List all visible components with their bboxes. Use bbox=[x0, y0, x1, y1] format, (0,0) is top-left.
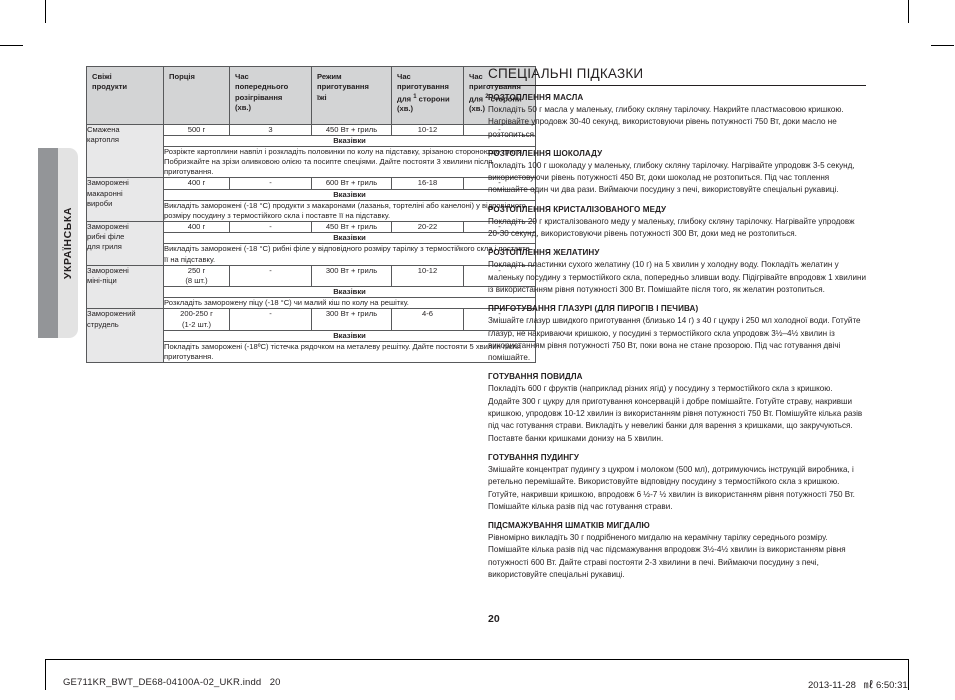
table-head: Свіжі продукти Порція Час попереднього розі… bbox=[86, 66, 536, 125]
footer-filename: GE711KR_BWT_DE68-04100A-02_UKR.indd 20 bbox=[63, 677, 281, 688]
footer-timestamp: 2013-11-28 ㎖ 6:50:31 bbox=[808, 680, 908, 691]
tip-heading: ГОТУВАННЯ ПОВИДЛА bbox=[488, 372, 583, 382]
cooking-guide-table-wrapper: Свіжі продукти Порція Час попереднього розі… bbox=[86, 66, 536, 364]
cell-hint-label: Вказівки bbox=[163, 329, 536, 342]
tip-heading: ПІДСМАЖУВАННЯ ШМАТКІВ МИГДАЛЮ bbox=[488, 521, 650, 531]
table-row: Смажена картопля 500 г 3 450 Вт + гриль 10-12… bbox=[86, 123, 536, 179]
crop-mark-top-right-horizontal bbox=[931, 45, 954, 46]
tip-body: Покладіть 20 г кристалізованого меду у м… bbox=[488, 216, 855, 239]
cell-side2-time: - bbox=[463, 308, 536, 331]
tip-heading: РОЗТОПЛЕННЯ ШОКОЛАДУ bbox=[488, 148, 603, 158]
cell-portion: 250 г (8 шт.) bbox=[163, 264, 230, 288]
table-row: Заморожені макаронні вироби 400 г -600 Вт + … bbox=[86, 177, 536, 223]
crop-mark-top-left-vertical bbox=[45, 0, 46, 23]
cell-hint-text: Покладіть заморожені (-18ºC) тістечка ря… bbox=[163, 340, 536, 364]
crop-mark-top-right-vertical bbox=[908, 0, 909, 23]
cell-preheat-time: - bbox=[229, 308, 312, 331]
cell-food-name: Заморожений струдель bbox=[86, 308, 164, 364]
tip-body: Покладіть 600 г фруктів (наприклад різни… bbox=[488, 384, 863, 443]
column-header-side2-time: Час приготування для 2 сторони (хв.) bbox=[463, 66, 536, 125]
language-tab: УКРАЇНСЬКА bbox=[38, 148, 78, 338]
column-header-cooking-mode: Режим приготування їжі bbox=[311, 66, 392, 125]
table-body: Смажена картопля 500 г 3 450 Вт + гриль 10-12… bbox=[86, 123, 536, 364]
language-tab-accent-bar bbox=[38, 148, 58, 338]
column-header-portion: Порція bbox=[163, 66, 230, 125]
tip-body: Покладіть пластинки сухого желатину (10 … bbox=[488, 260, 867, 294]
tip-body: Покладіть 100 г шоколаду у маленьку, гли… bbox=[488, 160, 855, 195]
special-tips-section: СПЕЦІАЛЬНІ ПІДКАЗКИ РОЗТОПЛЕННЯ МАСЛА Пок… bbox=[488, 66, 866, 581]
cell-portion: 400 г bbox=[163, 177, 230, 190]
table-hint-row: Покладіть заморожені (-18ºC) тістечка ря… bbox=[87, 340, 536, 364]
cell-hint-text: Розкладіть заморожену піцу (-18 °C) чи м… bbox=[163, 297, 536, 310]
special-tips-title: СПЕЦІАЛЬНІ ПІДКАЗКИ bbox=[488, 66, 866, 86]
column-header-preheat-time: Час попереднього розігрівання (хв.) bbox=[229, 66, 312, 125]
cooking-guide-table: Свіжі продукти Порція Час попереднього розі… bbox=[86, 66, 536, 364]
cell-cooking-mode: 300 Вт + гриль bbox=[311, 308, 392, 331]
page-number: 20 bbox=[488, 613, 500, 625]
tip-heading: РОЗТОПЛЕННЯ КРИСТАЛІЗОВАНОГО МЕДУ bbox=[488, 204, 667, 214]
cell-cooking-mode: 600 Вт + гриль bbox=[311, 177, 392, 190]
cell-side2-time: - bbox=[463, 177, 536, 190]
table-hint-label-row: Вказівки bbox=[87, 134, 536, 147]
table-hint-row: Розріжте картоплини навпіл і розкладіть … bbox=[87, 145, 536, 179]
tip-body: Покладіть 50 г масла у маленьку, глибоку… bbox=[488, 105, 844, 139]
cell-side2-time: - bbox=[463, 221, 536, 234]
cell-hint-text: Викладіть заморожені (-18 °C) продукти з… bbox=[163, 199, 536, 223]
cell-preheat-time: 3 bbox=[229, 123, 312, 136]
tip-heading: ГОТУВАННЯ ПУДИНГУ bbox=[488, 452, 579, 462]
cell-side1-time: 4-6 bbox=[391, 308, 464, 331]
cell-food-name: Смажена картопля bbox=[86, 123, 164, 179]
table-hint-row: Викладіть заморожені (-18 °C) продукти з… bbox=[87, 199, 536, 223]
column-header-food: Свіжі продукти bbox=[86, 66, 164, 125]
table-hint-label-row: Вказівки bbox=[87, 286, 536, 299]
cell-portion: 500 г bbox=[163, 123, 230, 136]
cell-hint-label: Вказівки bbox=[163, 188, 536, 201]
table-hint-label-row: Вказівки bbox=[87, 329, 536, 342]
table-row: Заморожений струдель 200-250 г (1-2 шт.) -30… bbox=[86, 308, 536, 364]
table-hint-label-row: Вказівки bbox=[87, 188, 536, 201]
tip-body: Змішайте концентрат пудингу з цукром і м… bbox=[488, 464, 855, 511]
cell-hint-text: Розріжте картоплини навпіл і розкладіть … bbox=[163, 145, 536, 179]
crop-mark-top-left-horizontal bbox=[0, 45, 23, 46]
cell-side2-time: - bbox=[463, 123, 536, 136]
tip-heading: ПРИГОТУВАННЯ ГЛАЗУРІ (ДЛЯ ПИРОГІВ І ПЕЧИ… bbox=[488, 304, 699, 314]
cell-hint-label: Вказівки bbox=[163, 232, 536, 245]
table-hint-row: Розкладіть заморожену піцу (-18 °C) чи м… bbox=[87, 297, 536, 310]
footer-right-tick bbox=[908, 660, 909, 690]
language-tab-background bbox=[58, 148, 78, 338]
cell-side1-time: 10-12 bbox=[391, 123, 464, 136]
cell-food-name: Заморожені макаронні вироби bbox=[86, 177, 164, 223]
cell-side1-time: 20-22 bbox=[391, 221, 464, 234]
cell-food-name: Заморожені рибні філе для гриля bbox=[86, 221, 164, 266]
cell-cooking-mode: 450 Вт + гриль bbox=[311, 123, 392, 136]
tip-body: Змішайте глазур швидкого приготування (б… bbox=[488, 316, 861, 363]
special-tips-list: РОЗТОПЛЕННЯ МАСЛА Покладіть 50 г масла у … bbox=[488, 93, 866, 581]
cell-side1-time: 16-18 bbox=[391, 177, 464, 190]
cell-food-name: Заморожені міні-піци bbox=[86, 264, 164, 310]
cell-preheat-time: - bbox=[229, 221, 312, 234]
footer-left-tick bbox=[45, 660, 46, 690]
cell-preheat-time: - bbox=[229, 177, 312, 190]
table-hint-label-row: Вказівки bbox=[87, 232, 536, 245]
cell-side2-time: - bbox=[463, 264, 536, 288]
cell-side1-time: 10-12 bbox=[391, 264, 464, 288]
cell-hint-text: Викладіть заморожені (-18 °C) рибні філе… bbox=[163, 243, 536, 266]
cell-hint-label: Вказівки bbox=[163, 134, 536, 147]
cell-cooking-mode: 450 Вт + гриль bbox=[311, 221, 392, 234]
cell-cooking-mode: 300 Вт + гриль bbox=[311, 264, 392, 288]
tip-heading: РОЗТОПЛЕННЯ МАСЛА bbox=[488, 93, 584, 102]
cell-portion: 200-250 г (1-2 шт.) bbox=[163, 308, 230, 331]
language-tab-label: УКРАЇНСЬКА bbox=[62, 206, 74, 280]
table-header-row: Свіжі продукти Порція Час попереднього розі… bbox=[86, 66, 536, 125]
cell-hint-label: Вказівки bbox=[163, 286, 536, 299]
tip-body: Рівномірно викладіть 30 г подрібненого м… bbox=[488, 533, 846, 580]
column-header-side1-time: Час приготування для 1 сторони (хв.) bbox=[391, 66, 464, 125]
cell-portion: 400 г bbox=[163, 221, 230, 234]
cell-preheat-time: - bbox=[229, 264, 312, 288]
footer-divider bbox=[45, 659, 909, 660]
table-row: Заморожені рибні філе для гриля 400 г -450 В… bbox=[86, 221, 536, 266]
tip-heading: РОЗТОПЛЕННЯ ЖЕЛАТИНУ bbox=[488, 248, 600, 258]
table-row: Заморожені міні-піци 250 г (8 шт.) -300 Вт +… bbox=[86, 264, 536, 310]
